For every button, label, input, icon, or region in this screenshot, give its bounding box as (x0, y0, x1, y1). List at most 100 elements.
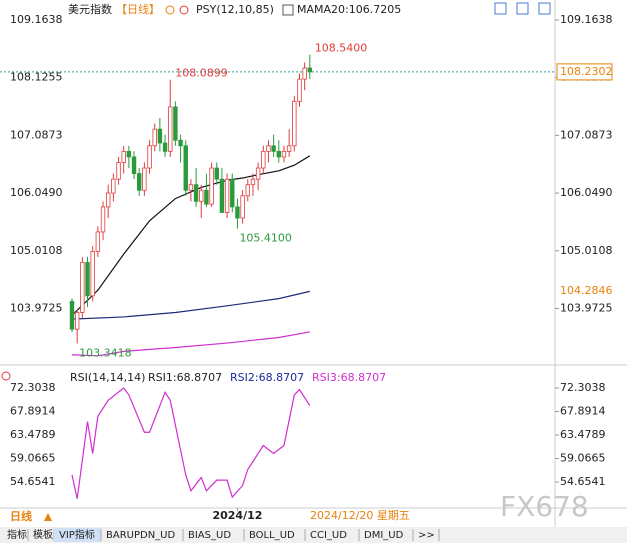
candle (292, 95, 297, 152)
candle (105, 184, 111, 219)
candle (240, 190, 245, 224)
symbol: 美元指数 (68, 2, 112, 16)
candle (183, 140, 188, 196)
candle-body (152, 128, 157, 147)
candle (276, 140, 281, 163)
candle-body (224, 178, 230, 213)
candle (307, 54, 313, 80)
tab-active[interactable] (54, 528, 101, 542)
y-tick-label: 106.0490 (560, 186, 613, 199)
tab[interactable]: 模板 (33, 528, 53, 541)
tab[interactable]: 指标 (7, 528, 27, 541)
candle (204, 173, 209, 207)
icon[interactable] (179, 5, 189, 15)
ma-value-label: 104.2846 (560, 284, 613, 297)
candle (214, 162, 219, 185)
candle-body (297, 78, 302, 102)
candle-body (230, 178, 235, 208)
candle-body (188, 184, 194, 191)
candle-body (126, 150, 132, 158)
y-tick-label: 67.8914 (10, 404, 56, 417)
tab[interactable]: BIAS_UD (188, 530, 231, 541)
tab[interactable]: CCI_UD (310, 530, 347, 541)
candle-body (95, 231, 101, 252)
candle-body (74, 312, 80, 330)
candle-body (245, 184, 250, 197)
y-tick-label: 59.0665 (560, 451, 606, 464)
extreme-label: 108.0899 (175, 67, 228, 80)
candle (193, 168, 199, 207)
candle-body (292, 100, 297, 147)
ma-label: MAMA20:106.7205 (297, 3, 401, 16)
candle (188, 179, 194, 202)
icon[interactable] (1, 371, 11, 381)
candle (162, 134, 168, 157)
period: 【日线】 (116, 2, 160, 16)
candle (168, 79, 173, 157)
candle-body (100, 206, 106, 233)
candle (147, 140, 152, 174)
window-buttons[interactable] (494, 2, 551, 15)
tab-bar (0, 527, 627, 543)
candle-body (214, 167, 219, 180)
ma-line (71, 331, 310, 357)
candle (152, 123, 157, 152)
candle-body (235, 206, 240, 219)
candle (121, 145, 126, 174)
tab[interactable]: BOLL_UD (249, 530, 295, 541)
y-tick-label: 103.9725 (560, 301, 613, 314)
candle-body (302, 67, 307, 80)
indicator: PSY(12,10,85) (196, 3, 274, 16)
candle-body (193, 184, 199, 202)
candle-body (266, 145, 271, 152)
candle-body (85, 262, 90, 297)
candle-body (121, 150, 126, 163)
candle (199, 184, 204, 219)
candle-body (276, 150, 281, 158)
y-tick-label: 54.6541 (560, 475, 606, 488)
tab[interactable]: DMI_UD (364, 530, 404, 541)
candle-body (168, 106, 173, 152)
candle-body (199, 189, 204, 202)
extreme-label: 105.4100 (239, 232, 292, 245)
cursor-date: 2024/12/20 星期五 (310, 509, 410, 522)
candle (255, 162, 261, 191)
candle-body (162, 142, 168, 152)
candle (224, 173, 230, 219)
candle-body (111, 178, 116, 194)
y-tick-label: 109.1638 (10, 13, 63, 26)
candle (209, 162, 214, 207)
candle (173, 101, 178, 146)
y-tick-label: 54.6541 (10, 475, 56, 488)
icon[interactable] (165, 5, 175, 15)
watermark: FX678 (500, 490, 589, 523)
candle (137, 168, 142, 196)
candle (90, 245, 95, 302)
candle-body (116, 162, 121, 180)
y-tick-label: 63.4789 (10, 428, 56, 441)
icon[interactable] (282, 4, 294, 16)
candle-body (307, 67, 313, 73)
arrow[interactable] (44, 513, 52, 521)
y-tick-label: 72.3038 (560, 381, 606, 394)
legend-entry: RSI1:68.8707 (148, 371, 222, 384)
candle-body (142, 167, 147, 191)
candle (302, 62, 307, 91)
candle-body (281, 150, 287, 158)
candle (126, 145, 132, 169)
candle-body (131, 156, 137, 174)
legend-entry: RSI2:68.8707 (230, 371, 304, 384)
tab[interactable]: >> (418, 530, 435, 541)
tab[interactable]: VIP指标 (59, 528, 95, 541)
candle (235, 198, 240, 229)
bottom-period[interactable]: 日线 (10, 509, 32, 523)
candle (69, 298, 75, 332)
candle (281, 145, 287, 163)
candle (157, 118, 163, 152)
y-tick-label: 105.0108 (10, 244, 63, 257)
y-tick-label: 63.4789 (560, 428, 606, 441)
tab[interactable]: BARUPDN_UD (106, 530, 175, 541)
y-tick-label: 59.0665 (10, 451, 56, 464)
candle-body (183, 145, 188, 191)
